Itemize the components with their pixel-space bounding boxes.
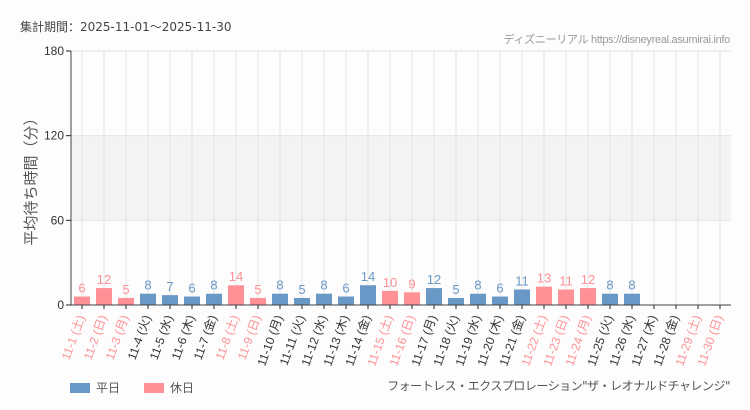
value-label: 12: [97, 272, 111, 287]
value-label: 8: [474, 278, 481, 293]
y-tick-label: 60: [51, 213, 65, 227]
value-label: 14: [361, 269, 375, 284]
band-rect: [71, 135, 731, 221]
bar: [316, 293, 332, 305]
bar: [360, 285, 376, 305]
y-tick-label: 120: [44, 129, 64, 143]
bar: [514, 289, 530, 305]
bar: [624, 293, 640, 305]
bar: [294, 297, 310, 305]
value-label: 8: [320, 278, 327, 293]
value-label: 12: [427, 272, 441, 287]
bar: [118, 297, 134, 305]
bar: [580, 288, 596, 305]
value-label: 5: [298, 282, 305, 297]
value-label: 8: [210, 278, 217, 293]
y-tick-label: 0: [57, 298, 64, 312]
value-label: 6: [342, 281, 349, 296]
bar: [272, 293, 288, 305]
y-axis-label: 平均待ち時間（分）: [23, 110, 40, 245]
bars: [74, 285, 640, 305]
site-credit: ディズニーリアル https://disneyreal.asumirai.inf…: [503, 34, 731, 46]
y-tick-label: 180: [44, 44, 64, 58]
bar: [448, 297, 464, 305]
bar: [338, 296, 354, 305]
bar: [426, 288, 442, 305]
x-tick-labels: 11-1 (土)11-2 (日)11-3 (月)11-4 (火)11-5 (水)…: [59, 305, 726, 368]
bar: [382, 290, 398, 305]
attraction-name: フォートレス・エクスプロレーション"ザ・レオナルドチャレンジ": [387, 379, 730, 393]
bar: [96, 288, 112, 305]
value-label: 11: [515, 273, 529, 288]
value-label: 5: [452, 282, 459, 297]
value-label: 8: [606, 278, 613, 293]
bar: [536, 286, 552, 305]
legend-holiday-label: 休日: [170, 381, 195, 395]
value-label: 6: [496, 281, 503, 296]
bar: [228, 285, 244, 305]
value-label: 12: [581, 272, 595, 287]
weekday-swatch: [70, 382, 90, 393]
holiday-swatch: [144, 382, 165, 393]
value-label: 8: [276, 278, 283, 293]
value-label: 14: [229, 269, 243, 284]
legend-item-holiday: 休日: [144, 379, 194, 396]
bar: [492, 296, 508, 305]
value-label: 11: [559, 273, 573, 288]
bar: [206, 293, 222, 305]
bar: [470, 293, 486, 305]
value-label: 8: [144, 278, 151, 293]
axes: [70, 51, 731, 306]
bar: [184, 296, 200, 305]
value-label: 8: [628, 278, 635, 293]
bar: [140, 293, 156, 305]
bar: [558, 289, 574, 305]
legend-item-weekday: 平日: [70, 379, 120, 396]
legend: 平日 休日: [70, 379, 218, 396]
bar: [404, 292, 420, 305]
shaded-band: [71, 135, 731, 221]
gridlines: [71, 50, 731, 305]
bar: [602, 293, 618, 305]
value-label: 6: [188, 281, 195, 296]
value-label: 5: [254, 282, 261, 297]
y-tick-labels: 0 60 120 180: [44, 44, 71, 312]
legend-weekday-label: 平日: [96, 381, 121, 395]
value-label: 13: [537, 271, 551, 286]
value-label: 10: [383, 275, 397, 290]
bar: [162, 295, 178, 305]
value-label: 5: [122, 282, 129, 297]
bar: [74, 296, 90, 305]
value-label: 6: [78, 281, 85, 296]
bar: [250, 297, 266, 305]
value-label: 7: [166, 279, 173, 294]
period-label: 集計期間：2025-11-01〜2025-11-30: [20, 20, 232, 34]
value-label: 9: [408, 276, 415, 291]
